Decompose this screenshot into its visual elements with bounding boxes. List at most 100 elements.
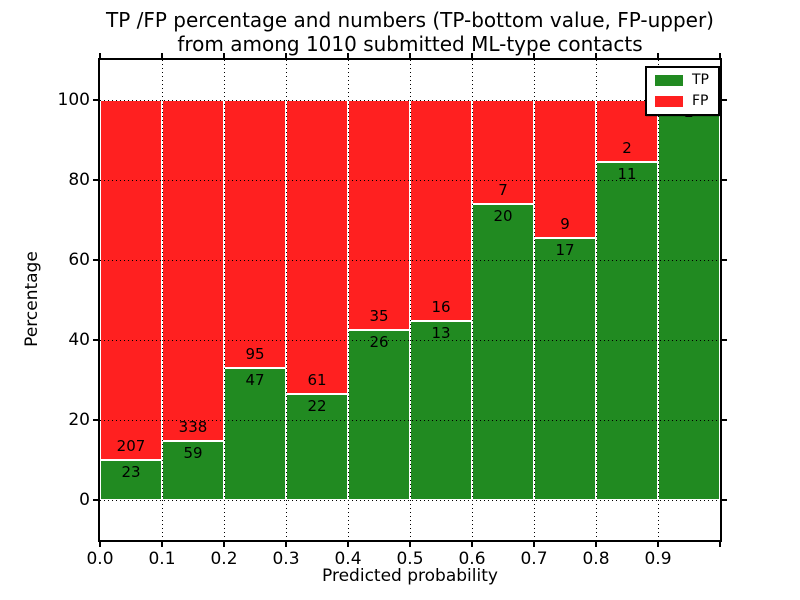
bar-segment-fp <box>348 100 410 330</box>
tick-mark <box>99 53 101 58</box>
bar-segment-fp <box>286 100 348 394</box>
bar-segment-fp <box>224 100 286 368</box>
gridline-vertical <box>162 60 163 540</box>
x-tick-label: 0.8 <box>582 549 610 569</box>
tick-mark <box>223 542 225 547</box>
gridline-vertical <box>410 60 411 540</box>
bar-segment-tp <box>472 203 534 500</box>
tick-mark <box>722 99 727 101</box>
x-tick-label: 0.4 <box>334 549 362 569</box>
gridline-vertical <box>658 60 659 540</box>
bar-segment-tp <box>596 161 658 500</box>
gridline-vertical <box>286 60 287 540</box>
bar-label-fp: 338 <box>178 417 208 436</box>
gridline-vertical <box>472 60 473 540</box>
bar-label-tp: 47 <box>245 370 265 389</box>
tick-mark <box>409 542 411 547</box>
tick-mark <box>285 542 287 547</box>
legend-entry-tp: TP <box>655 73 709 88</box>
tick-mark <box>533 53 535 58</box>
gridline-horizontal <box>100 100 720 101</box>
bar-segment-fp <box>472 100 534 204</box>
tick-mark <box>93 419 98 421</box>
bar-segment-fp <box>534 100 596 239</box>
bar-label-tp: 59 <box>183 443 203 462</box>
tick-mark <box>223 53 225 58</box>
gridline-horizontal <box>100 180 720 181</box>
tick-mark <box>93 179 98 181</box>
tick-mark <box>595 53 597 58</box>
gridline-vertical <box>224 60 225 540</box>
legend-entry-fp: FP <box>655 94 709 109</box>
bar-label-fp: 95 <box>245 344 265 363</box>
bar-label-tp: 11 <box>617 164 637 183</box>
tick-mark <box>657 542 659 547</box>
tick-mark <box>93 339 98 341</box>
gridline-vertical <box>348 60 349 540</box>
gridline-horizontal <box>100 420 720 421</box>
x-tick-label: 0.0 <box>86 549 114 569</box>
fp-color-swatch <box>655 96 683 107</box>
tick-mark <box>161 542 163 547</box>
bar-segment-tp <box>100 460 162 500</box>
bar-label-tp: 17 <box>555 241 575 260</box>
tick-mark <box>533 542 535 547</box>
bar-label-tp: 22 <box>307 396 327 415</box>
bar-label-fp: 9 <box>560 215 570 234</box>
legend-label-fp: FP <box>692 93 709 109</box>
bar-segment-tp <box>286 393 348 500</box>
gridline-horizontal <box>100 260 720 261</box>
tick-mark <box>471 53 473 58</box>
tick-mark <box>285 53 287 58</box>
bar-segment-tp <box>534 238 596 500</box>
x-tick-label: 0.5 <box>396 549 424 569</box>
bar-segment-fp <box>100 100 162 460</box>
x-tick-label: 0.1 <box>148 549 176 569</box>
gridline-vertical <box>534 60 535 540</box>
tick-mark <box>722 499 727 501</box>
chart-title-line-2: from among 1010 submitted ML-type contac… <box>177 32 643 56</box>
y-tick-label: 20 <box>68 410 90 430</box>
tick-mark <box>409 53 411 58</box>
bar-label-fp: 61 <box>307 370 327 389</box>
y-tick-label: 0 <box>79 490 90 510</box>
plot-area <box>98 58 722 542</box>
x-tick-label: 0.6 <box>458 549 486 569</box>
bar-label-tp: 20 <box>493 206 513 225</box>
tick-mark <box>722 259 727 261</box>
bar-label-fp: 35 <box>369 306 389 325</box>
bar-label-fp: 7 <box>498 180 508 199</box>
gridline-horizontal <box>100 500 720 501</box>
bar-label-fp: 16 <box>431 297 451 316</box>
tick-mark <box>99 542 101 547</box>
tick-mark <box>595 542 597 547</box>
x-tick-label: 0.3 <box>272 549 300 569</box>
y-tick-label: 80 <box>68 170 90 190</box>
tp-color-swatch <box>655 75 683 86</box>
y-tick-label: 40 <box>68 330 90 350</box>
y-tick-label: 100 <box>57 90 90 110</box>
bar-label-tp: 23 <box>121 463 141 481</box>
bar-label-fp: 2 <box>622 138 632 157</box>
x-tick-label: 0.7 <box>520 549 548 569</box>
tick-mark <box>93 259 98 261</box>
tick-mark <box>347 542 349 547</box>
tick-mark <box>161 53 163 58</box>
tick-mark <box>657 53 659 58</box>
bar-segment-tp <box>348 329 410 500</box>
y-axis-label: Percentage <box>22 251 42 347</box>
tick-mark <box>719 53 721 58</box>
legend: TP FP <box>645 66 720 116</box>
tick-mark <box>719 542 721 547</box>
x-tick-label: 0.2 <box>210 549 238 569</box>
tick-mark <box>93 99 98 101</box>
x-axis-label: Predicted probability <box>322 566 498 586</box>
chart-title-line-1: TP /FP percentage and numbers (TP-bottom… <box>106 8 714 32</box>
tick-mark <box>471 542 473 547</box>
bar-label-tp: 13 <box>431 323 451 342</box>
tick-mark <box>93 499 98 501</box>
legend-label-tp: TP <box>692 72 709 88</box>
bar-segment-tp <box>410 320 472 500</box>
y-tick-label: 60 <box>68 250 90 270</box>
